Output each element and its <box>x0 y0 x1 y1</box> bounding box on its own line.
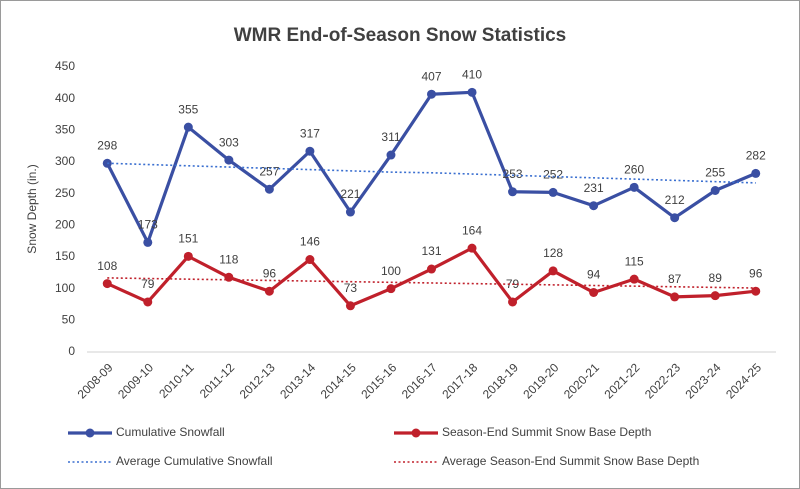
y-tick-label: 200 <box>55 218 75 232</box>
marker <box>670 292 680 302</box>
data-label: 253 <box>503 167 523 181</box>
y-tick-label: 50 <box>62 313 76 327</box>
marker <box>710 186 720 195</box>
data-label: 79 <box>141 277 155 291</box>
data-label: 151 <box>178 232 198 246</box>
data-label: 89 <box>709 271 723 285</box>
data-label: 311 <box>381 130 400 144</box>
data-label: 212 <box>665 193 685 207</box>
data-label: 146 <box>300 235 320 249</box>
data-label: 260 <box>624 163 644 177</box>
marker <box>508 187 518 197</box>
y-tick-label: 0 <box>68 344 75 358</box>
chart-title: WMR End-of-Season Snow Statistics <box>234 25 567 46</box>
marker <box>751 286 761 296</box>
marker <box>427 89 436 99</box>
marker <box>629 182 639 192</box>
data-label: 257 <box>259 164 279 178</box>
marker <box>345 301 355 311</box>
marker <box>548 187 558 197</box>
legend-marker <box>85 428 95 438</box>
data-label: 100 <box>381 264 401 278</box>
y-tick-label: 450 <box>55 59 75 73</box>
trend-line <box>107 162 756 184</box>
data-label: 255 <box>705 166 725 180</box>
marker <box>305 146 315 156</box>
data-label: 128 <box>543 246 563 260</box>
marker <box>386 284 396 294</box>
marker <box>589 201 599 211</box>
data-label: 87 <box>668 272 682 286</box>
marker <box>467 87 477 97</box>
data-label: 131 <box>421 244 441 258</box>
legend-label: Average Season-End Summit Snow Base Dept… <box>442 454 699 468</box>
marker <box>589 287 599 297</box>
trend-line <box>107 277 756 289</box>
data-label: 282 <box>746 149 766 163</box>
legend-marker <box>411 428 421 438</box>
marker <box>183 122 193 132</box>
data-label: 73 <box>344 281 358 295</box>
y-tick-label: 300 <box>55 154 75 168</box>
data-label: 173 <box>138 218 158 232</box>
data-label: 252 <box>543 168 563 182</box>
marker <box>629 274 639 284</box>
legend-label: Cumulative Snowfall <box>116 425 225 439</box>
data-label: 407 <box>421 69 441 83</box>
data-label: 317 <box>300 126 320 140</box>
data-label: 164 <box>462 223 482 237</box>
legend-label: Season-End Summit Snow Base Depth <box>442 425 651 439</box>
marker <box>102 279 112 289</box>
data-label: 221 <box>340 187 360 201</box>
marker <box>305 255 315 265</box>
marker <box>467 243 477 253</box>
data-label: 298 <box>97 138 117 152</box>
marker <box>548 266 558 276</box>
data-label: 410 <box>462 68 482 82</box>
marker <box>670 213 680 223</box>
marker <box>183 251 193 261</box>
y-tick-label: 100 <box>55 281 75 295</box>
data-label: 96 <box>749 266 763 280</box>
y-tick-label: 350 <box>55 123 75 137</box>
data-label: 115 <box>625 254 644 268</box>
data-label: 118 <box>219 252 238 266</box>
y-tick-label: 150 <box>55 249 75 263</box>
marker <box>386 150 396 160</box>
data-label: 303 <box>219 135 239 149</box>
data-label: 355 <box>178 102 198 116</box>
marker <box>224 272 234 282</box>
data-label: 108 <box>97 259 117 273</box>
data-label: 231 <box>584 181 604 195</box>
marker <box>710 291 720 301</box>
y-tick-label: 400 <box>55 91 75 105</box>
marker <box>345 207 355 217</box>
marker <box>264 286 274 296</box>
marker <box>143 297 153 307</box>
marker <box>427 264 436 274</box>
data-label: 94 <box>587 268 601 282</box>
marker <box>508 297 518 307</box>
legend-label: Average Cumulative Snowfall <box>116 454 273 468</box>
marker <box>143 237 153 247</box>
marker <box>224 155 234 165</box>
data-label: 96 <box>263 266 277 280</box>
y-tick-label: 250 <box>55 186 75 200</box>
marker <box>751 168 761 178</box>
marker <box>264 184 274 194</box>
y-axis-title: Snow Depth (in.) <box>25 164 39 253</box>
